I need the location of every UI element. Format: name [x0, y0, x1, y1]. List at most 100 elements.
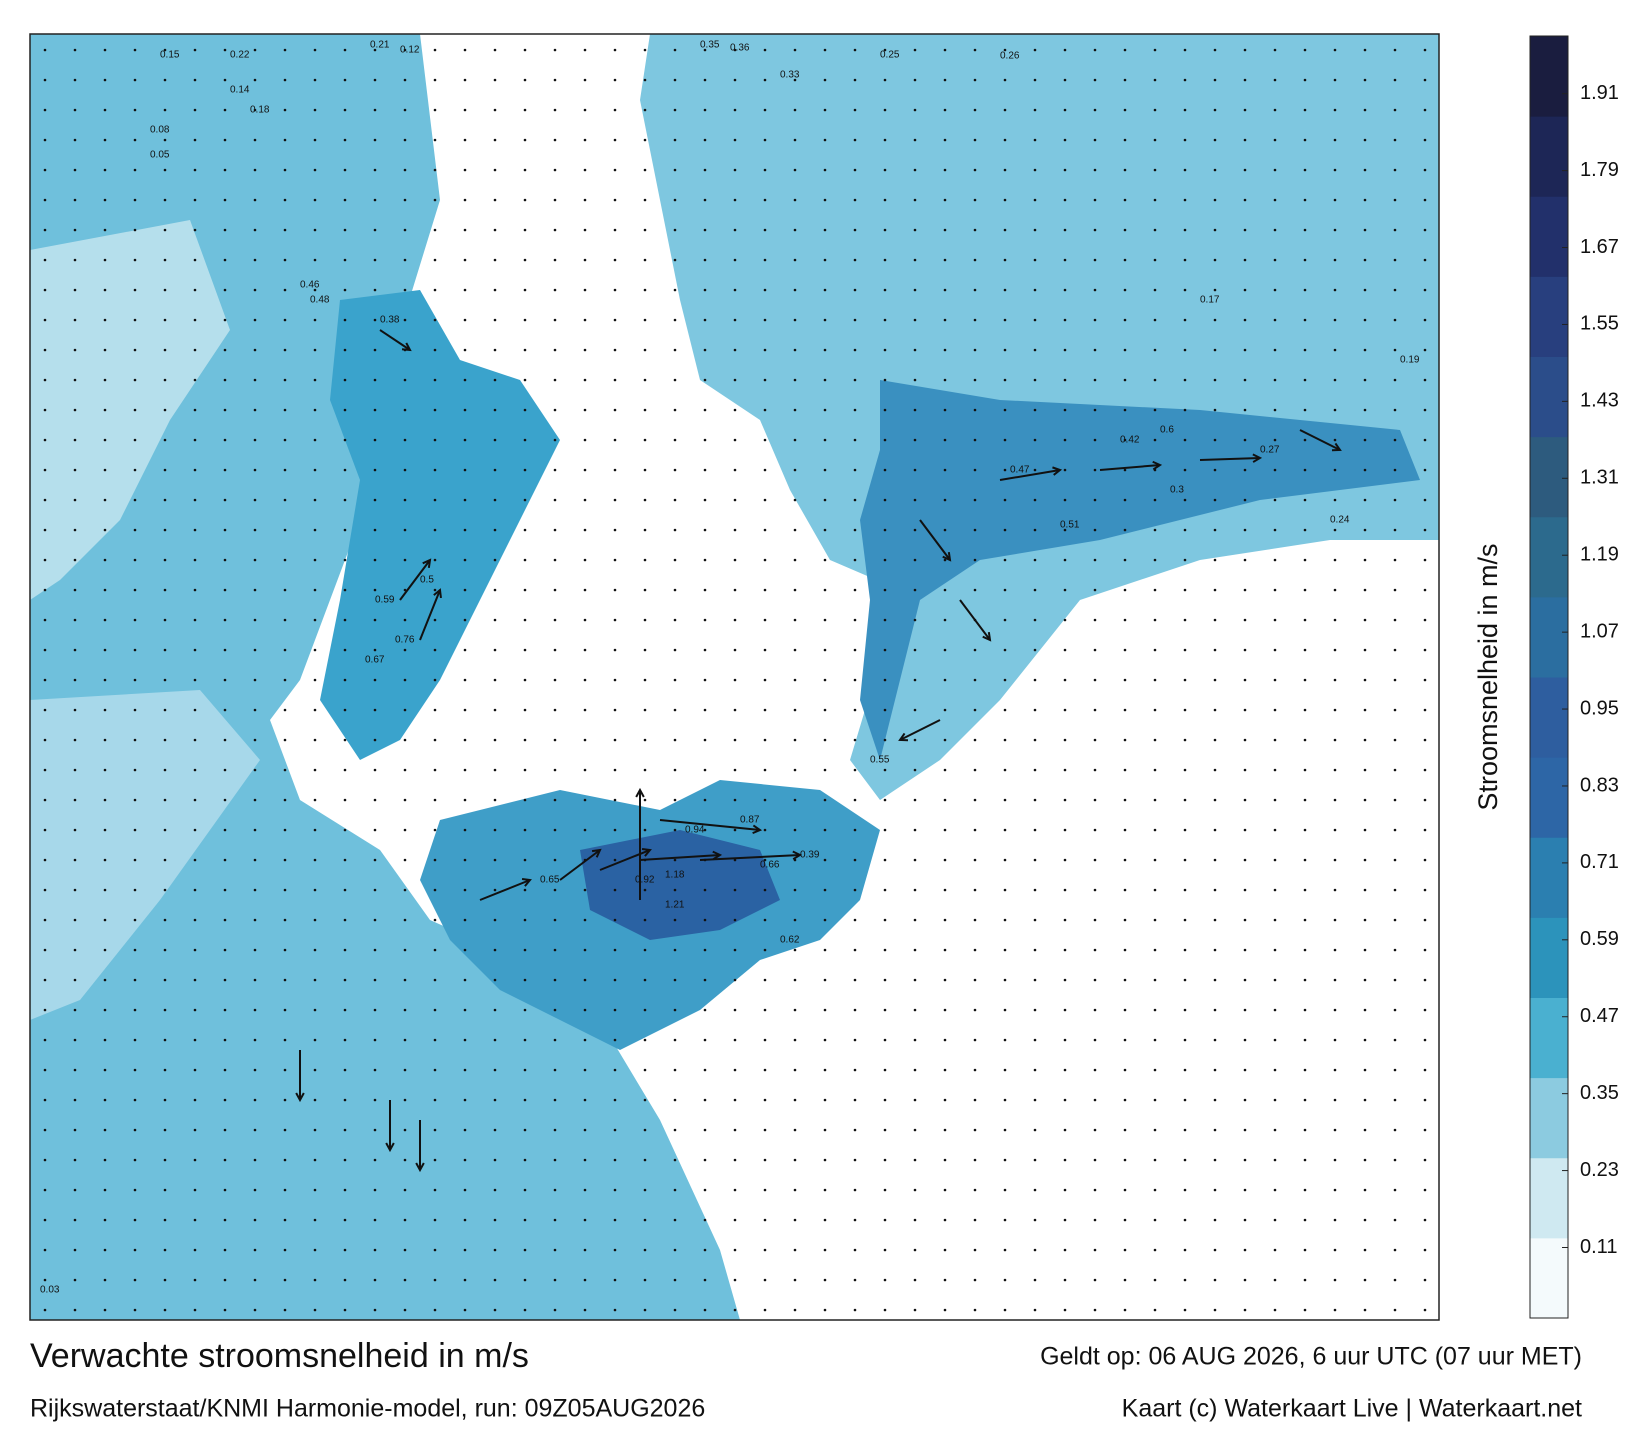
grid-dot	[1363, 798, 1367, 802]
grid-dot	[1333, 468, 1337, 472]
grid-dot	[793, 888, 797, 892]
grid-dot	[823, 618, 827, 622]
grid-dot	[1003, 78, 1007, 82]
grid-dot	[1423, 258, 1427, 262]
grid-dot	[553, 228, 557, 232]
grid-dot	[343, 948, 347, 952]
grid-dot	[523, 978, 527, 982]
grid-dot	[433, 1248, 437, 1252]
grid-dot	[493, 1158, 497, 1162]
grid-dot	[973, 798, 977, 802]
grid-dot	[1123, 348, 1127, 352]
grid-dot	[793, 138, 797, 142]
speed-label: 0.65	[540, 875, 560, 886]
grid-dot	[1393, 1188, 1397, 1192]
grid-dot	[583, 1278, 587, 1282]
grid-dot	[313, 288, 317, 292]
grid-dot	[1273, 48, 1277, 52]
grid-dot	[403, 888, 407, 892]
grid-dot	[763, 138, 767, 142]
grid-dot	[733, 768, 737, 772]
grid-dot	[553, 828, 557, 832]
grid-dot	[1243, 1128, 1247, 1132]
grid-dot	[1033, 1098, 1037, 1102]
grid-dot	[823, 1248, 827, 1252]
grid-dot	[1003, 258, 1007, 262]
grid-dot	[403, 1218, 407, 1222]
grid-dot	[1333, 258, 1337, 262]
grid-dot	[553, 288, 557, 292]
grid-dot	[1243, 498, 1247, 502]
grid-dot	[1093, 678, 1097, 682]
grid-dot	[433, 1278, 437, 1282]
grid-dot	[1033, 468, 1037, 472]
grid-dot	[913, 168, 917, 172]
grid-dot	[343, 678, 347, 682]
grid-dot	[1423, 138, 1427, 142]
grid-dot	[1003, 708, 1007, 712]
grid-dot	[913, 1248, 917, 1252]
grid-dot	[313, 888, 317, 892]
grid-dot	[673, 708, 677, 712]
grid-dot	[463, 408, 467, 412]
colorbar-tick-label: 1.07	[1580, 620, 1619, 642]
colorbar-band	[1530, 677, 1568, 758]
grid-dot	[193, 1068, 197, 1072]
grid-dot	[1033, 318, 1037, 322]
grid-dot	[1393, 798, 1397, 802]
grid-dot	[43, 558, 47, 562]
grid-dot	[313, 498, 317, 502]
grid-dot	[433, 258, 437, 262]
grid-dot	[373, 798, 377, 802]
grid-dot	[1303, 348, 1307, 352]
grid-dot	[1273, 168, 1277, 172]
grid-dot	[733, 978, 737, 982]
grid-dot	[103, 558, 107, 562]
grid-dot	[343, 528, 347, 532]
grid-dot	[1213, 528, 1217, 532]
grid-dot	[1363, 888, 1367, 892]
grid-dot	[133, 1158, 137, 1162]
grid-dot	[943, 198, 947, 202]
grid-dot	[733, 468, 737, 472]
grid-dot	[1183, 198, 1187, 202]
arrow-head	[415, 1162, 425, 1173]
grid-dot	[1363, 258, 1367, 262]
grid-dot	[1303, 468, 1307, 472]
grid-dot	[133, 1248, 137, 1252]
grid-dot	[133, 1308, 137, 1312]
grid-dot	[133, 258, 137, 262]
grid-dot	[223, 798, 227, 802]
grid-dot	[313, 348, 317, 352]
grid-dot	[223, 78, 227, 82]
grid-dot	[883, 828, 887, 832]
grid-dot	[763, 318, 767, 322]
grid-dot	[883, 138, 887, 142]
grid-dot	[1243, 858, 1247, 862]
sea-east-coast	[790, 600, 1439, 1320]
grid-dot	[733, 858, 737, 862]
grid-dot	[253, 1248, 257, 1252]
grid-dot	[313, 378, 317, 382]
grid-dot	[1243, 588, 1247, 592]
grid-dot	[403, 78, 407, 82]
grid-dot	[343, 1038, 347, 1042]
grid-dot	[583, 528, 587, 532]
grid-dot	[703, 108, 707, 112]
grid-dot	[763, 798, 767, 802]
colorbar-tick-label: 1.91	[1580, 82, 1619, 104]
speed-label: 0.25	[880, 50, 900, 61]
grid-dot	[73, 378, 77, 382]
grid-dot	[673, 798, 677, 802]
grid-dot	[763, 108, 767, 112]
grid-dot	[433, 738, 437, 742]
grid-dot	[1063, 348, 1067, 352]
grid-dot	[823, 78, 827, 82]
grid-dot	[133, 588, 137, 592]
grid-dot	[343, 978, 347, 982]
grid-dot	[1303, 1158, 1307, 1162]
grid-dot	[673, 168, 677, 172]
grid-dot	[673, 1188, 677, 1192]
grid-dot	[973, 318, 977, 322]
grid-dot	[283, 78, 287, 82]
